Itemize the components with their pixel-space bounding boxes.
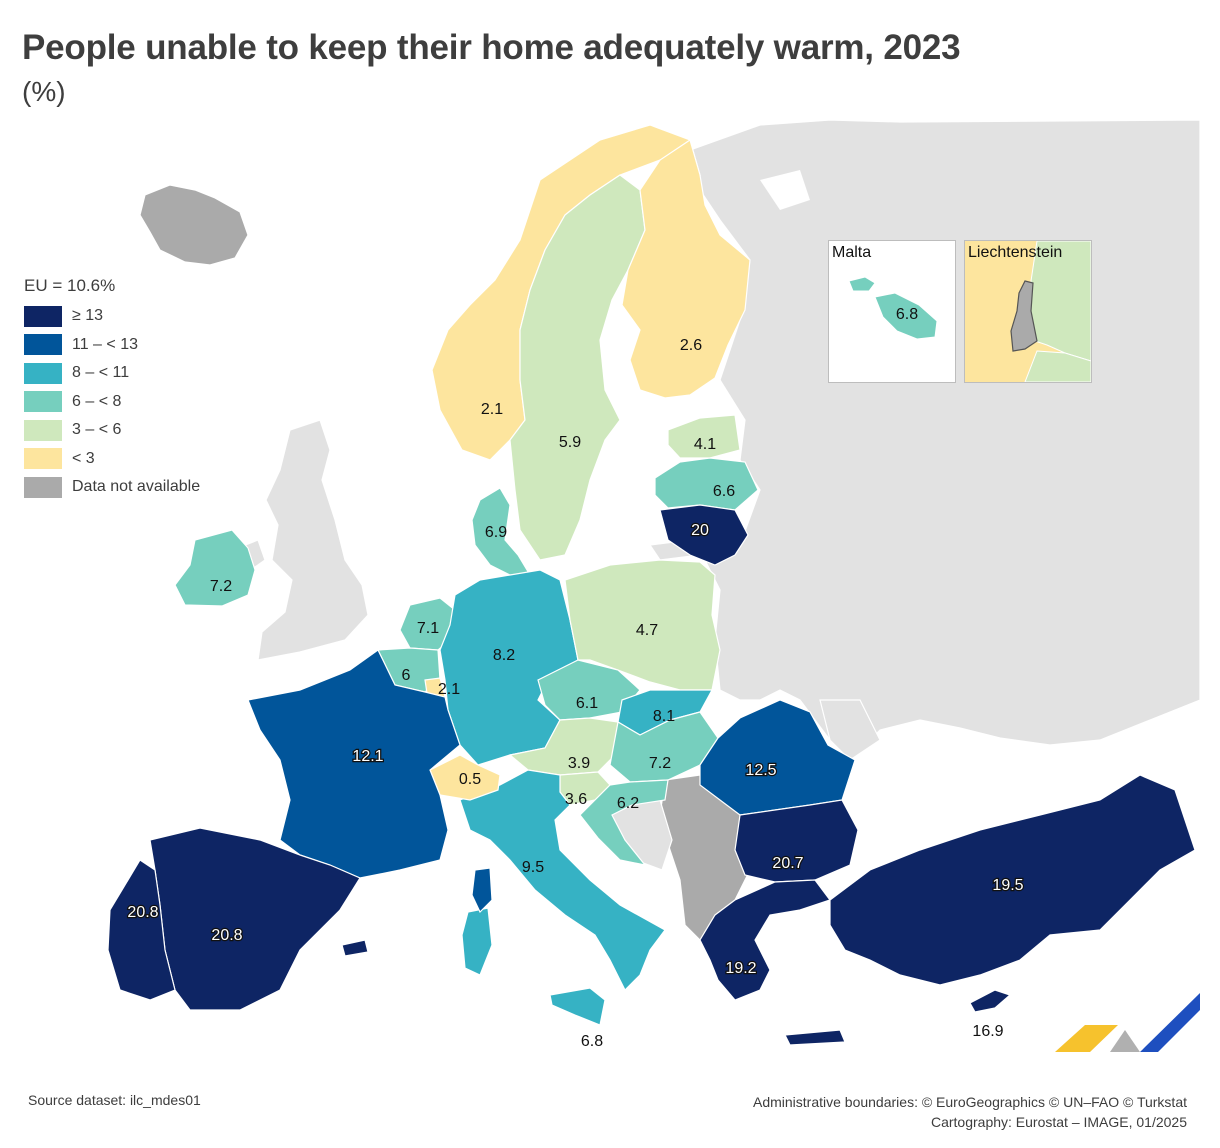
eurostat-logo [1055, 993, 1200, 1052]
label-czechia: 6.1 [576, 695, 598, 712]
balearic [341, 939, 369, 957]
malta-island [874, 292, 938, 340]
label-malta: 6.8 [896, 306, 918, 323]
legend-label: ≥ 13 [72, 307, 104, 325]
label-latvia: 6.6 [713, 483, 735, 500]
label-turkey: 19.5 [992, 877, 1023, 894]
label-finland: 2.6 [680, 337, 702, 354]
legend-swatch [24, 448, 62, 470]
italy [459, 769, 666, 992]
label-hungary: 7.2 [649, 755, 671, 772]
legend-item: ≥ 13 [24, 302, 200, 331]
label-poland: 4.7 [636, 622, 658, 639]
legend-label: 11 – < 13 [72, 335, 138, 353]
label-cyprus: 16.9 [972, 1023, 1003, 1040]
legend-swatch [24, 476, 62, 498]
lithuania [659, 504, 749, 566]
label-greece: 19.2 [725, 960, 756, 977]
label-france: 12.1 [352, 748, 383, 765]
sicily [549, 987, 606, 1026]
legend-item: Data not available [24, 473, 200, 502]
label-italy: 9.5 [522, 859, 544, 876]
page-subtitle: (%) [22, 76, 66, 107]
switzerland [429, 754, 501, 801]
label-denmark: 6.9 [485, 524, 507, 541]
label-norway: 2.1 [481, 401, 503, 418]
liechtenstein-inset-title: Liechtenstein [968, 244, 1063, 261]
corsica [471, 867, 493, 914]
legend-swatch [24, 391, 62, 413]
label-sicily: 6.8 [581, 1033, 603, 1050]
latvia [654, 457, 759, 511]
credits: Administrative boundaries: © EuroGeograp… [753, 1092, 1187, 1132]
bulgaria [734, 799, 859, 883]
cartography-credit: Cartography: Eurostat – IMAGE, 01/2025 [930, 1114, 1187, 1130]
label-lithuania: 20 [691, 522, 709, 539]
boundaries-credit: Administrative boundaries: © EuroGeograp… [752, 1094, 1187, 1110]
label-netherlands: 7.1 [417, 620, 439, 637]
label-romania: 12.5 [745, 762, 776, 779]
france [247, 649, 461, 879]
label-ireland: 7.2 [210, 578, 232, 595]
legend: EU = 10.6% ≥ 13 11 – < 13 8 – < 11 6 – <… [24, 276, 200, 502]
label-belgium: 6 [402, 667, 411, 684]
ireland [174, 529, 256, 607]
gozo [848, 276, 876, 292]
label-switzerland: 0.5 [459, 771, 481, 788]
legend-label: 8 – < 11 [72, 364, 130, 382]
greece [699, 879, 831, 1001]
liechtenstein-inset: Liechtenstein [964, 240, 1092, 383]
legend-swatch [24, 362, 62, 384]
label-croatia: 6.2 [617, 795, 639, 812]
label-sweden: 5.9 [559, 434, 581, 451]
page-title: People unable to keep their home adequat… [22, 28, 961, 67]
label-luxembourg: 2.1 [438, 681, 460, 698]
source-note: Source dataset: ilc_mdes01 [28, 1092, 201, 1108]
legend-item: 3 – < 6 [24, 416, 200, 445]
malta-inset: Malta 6.8 [828, 240, 956, 383]
label-portugal: 20.8 [127, 904, 158, 921]
label-bulgaria: 20.7 [772, 855, 803, 872]
label-slovakia: 8.1 [653, 708, 675, 725]
liechtenstein [1010, 280, 1038, 352]
croatia [579, 779, 669, 866]
legend-item: 8 – < 11 [24, 359, 200, 388]
legend-label: 6 – < 8 [72, 392, 122, 410]
legend-item: < 3 [24, 445, 200, 474]
iceland [139, 184, 249, 266]
value-labels: 2.1 5.9 2.6 4.1 6.6 20 6.9 7.2 7.1 6 2.1… [126, 337, 1025, 1050]
label-estonia: 4.1 [694, 436, 716, 453]
turkey [829, 774, 1196, 986]
countries [107, 124, 1196, 1046]
legend-label: < 3 [72, 449, 95, 467]
finland [621, 139, 751, 399]
legend-swatch [24, 419, 62, 441]
label-slovenia: 3.6 [565, 791, 587, 808]
estonia [667, 414, 741, 459]
sardinia [461, 907, 493, 976]
legend-item: 6 – < 8 [24, 388, 200, 417]
liechtenstein-map [1010, 241, 1091, 382]
malta-inset-title: Malta [832, 244, 872, 261]
label-spain: 20.8 [211, 927, 242, 944]
label-austria: 3.9 [568, 755, 590, 772]
cyprus [969, 989, 1012, 1013]
label-germany: 8.2 [493, 647, 515, 664]
romania [699, 699, 856, 816]
legend-swatch [24, 334, 62, 356]
legend-swatch [24, 305, 62, 327]
portugal [107, 859, 176, 1001]
legend-label: 3 – < 6 [72, 421, 122, 439]
legend-title: EU = 10.6% [24, 276, 116, 295]
malta-map: 6.8 [848, 276, 938, 340]
legend-item: 11 – < 13 [24, 331, 200, 360]
crete [784, 1029, 846, 1046]
legend-label: Data not available [72, 478, 201, 496]
